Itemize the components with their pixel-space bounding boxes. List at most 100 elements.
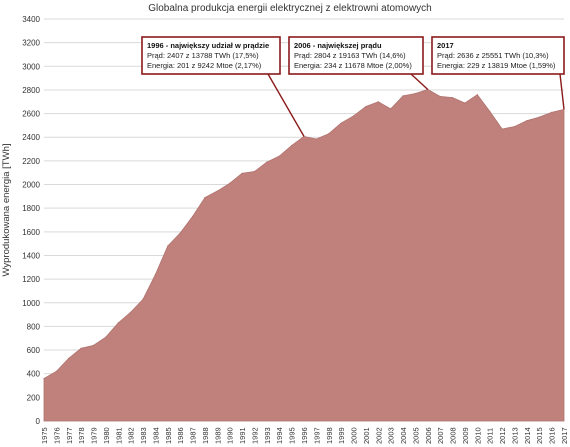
x-tick-label: 1981: [114, 427, 123, 444]
x-tick-label: 1983: [139, 427, 148, 444]
x-tick-label: 1999: [337, 427, 346, 444]
y-tick-label: 1400: [22, 251, 40, 260]
data-point: [291, 144, 293, 147]
x-tick-label: 2005: [411, 427, 420, 444]
y-tick-label: 400: [27, 370, 41, 379]
x-tick-label: 2012: [498, 427, 507, 444]
x-tick-label: 2011: [486, 428, 495, 444]
data-point: [526, 120, 528, 122]
callout-pointer: [410, 73, 429, 90]
y-tick-label: 2600: [22, 110, 40, 119]
callout-line-1: Prąd: 2636 z 25551 TWh (10,3%): [437, 51, 549, 60]
x-tick-label: 1991: [238, 427, 247, 444]
x-tick-label: 2014: [523, 427, 532, 444]
x-tick-label: 2008: [449, 427, 458, 444]
data-point: [92, 344, 95, 346]
callout-box: [431, 36, 565, 75]
data-point: [266, 161, 268, 163]
x-tick-label: 1985: [164, 427, 173, 444]
x-tick-label: 1990: [226, 427, 235, 444]
x-tick-label: 1977: [65, 427, 74, 444]
y-tick-label: 0: [36, 417, 41, 426]
y-axis-ticks: 0 200 400 600 800 1000 1200 1400 1600 1800 2000 220…: [22, 15, 40, 426]
data-point: [80, 347, 82, 349]
area-fill: [43, 89, 565, 422]
data-point: [204, 196, 206, 199]
x-tick-label: 2017: [560, 427, 569, 444]
x-tick-label: 1984: [151, 427, 160, 444]
data-point: [439, 95, 441, 98]
y-tick-label: 1600: [22, 228, 40, 237]
callout-box: [288, 36, 424, 75]
callout-heading: 2017: [437, 41, 454, 50]
x-axis-ticks: 1975 1976 1977 1978 1979 1980 1981 1982 1983 1984…: [40, 427, 569, 444]
callout-pointer: [267, 73, 305, 137]
callout-1996: 1996 - największy udział w prądzie Prąd:…: [141, 36, 305, 137]
y-tick-label: 1200: [22, 275, 40, 284]
x-tick-label: 1996: [300, 427, 309, 444]
x-tick-label: 1995: [288, 427, 297, 444]
data-point: [328, 133, 330, 135]
x-tick-label: 2013: [510, 427, 519, 444]
callout-box: [141, 36, 281, 75]
y-tick-label: 2800: [22, 86, 40, 95]
data-point: [513, 125, 516, 128]
data-point: [352, 115, 355, 117]
data-point: [377, 101, 379, 103]
x-tick-label: 1989: [213, 427, 222, 444]
data-point: [315, 138, 317, 140]
data-point: [278, 155, 280, 157]
callout-line-2: Energia: 234 z 11678 Mtoe (2,00%): [294, 61, 412, 70]
x-tick-label: 1979: [90, 427, 99, 444]
y-tick-label: 2200: [22, 157, 40, 166]
x-tick-label: 1998: [325, 427, 334, 444]
data-point: [451, 97, 454, 99]
callout-2017: 2017 Prąd: 2636 z 25551 TWh (10,3%) Ener…: [431, 36, 565, 110]
x-tick-label: 1994: [275, 427, 284, 444]
x-tick-label: 2002: [374, 427, 383, 444]
data-point: [142, 298, 144, 300]
y-axis-label: Wyprodukowana energia [TWh]: [1, 144, 12, 277]
x-tick-label: 1980: [102, 427, 111, 444]
y-tick-label: 2400: [22, 133, 40, 142]
data-point: [154, 273, 157, 275]
area-series: [43, 88, 565, 422]
data-point: [241, 172, 243, 174]
data-point: [229, 182, 231, 184]
y-tick-label: 3200: [22, 39, 40, 48]
y-tick-label: 3000: [22, 62, 40, 71]
data-point: [340, 122, 342, 124]
x-tick-label: 1982: [127, 427, 136, 444]
x-tick-label: 1976: [52, 427, 61, 444]
x-tick-label: 2000: [350, 427, 359, 444]
data-point: [167, 245, 169, 247]
data-point: [501, 128, 503, 130]
callout-2006: 2006 - największej prądu Prąd: 2804 z 19…: [288, 36, 429, 90]
x-tick-label: 1992: [250, 427, 259, 444]
callout-heading: 2006 - największej prądu: [294, 41, 382, 50]
y-tick-label: 2000: [22, 181, 40, 190]
x-tick-label: 2004: [399, 427, 408, 444]
data-point: [117, 322, 119, 324]
data-point: [390, 108, 392, 110]
callout-pointer: [559, 73, 565, 110]
x-tick-label: 2001: [362, 427, 371, 444]
data-point: [105, 336, 107, 338]
data-point: [68, 357, 70, 359]
x-tick-label: 2016: [548, 427, 557, 444]
x-tick-label: 2003: [387, 427, 396, 444]
x-tick-label: 1986: [176, 427, 185, 444]
data-point: [191, 215, 194, 218]
x-tick-label: 2007: [436, 427, 445, 444]
data-point: [489, 110, 491, 112]
chart-title: Globalna produkcja energii elektrycznej …: [148, 3, 431, 14]
data-point: [55, 370, 57, 372]
x-tick-label: 1997: [312, 427, 321, 444]
data-point: [538, 116, 540, 118]
x-tick-label: 2009: [461, 427, 470, 444]
x-tick-label: 2015: [535, 427, 544, 444]
annotations: 1996 - największy udział w prądzie Prąd:…: [141, 36, 565, 137]
callout-line-1: Prąd: 2804 z 19163 TWh (14,6%): [294, 51, 406, 60]
callout-heading: 1996 - największy udział w prądzie: [147, 41, 269, 50]
